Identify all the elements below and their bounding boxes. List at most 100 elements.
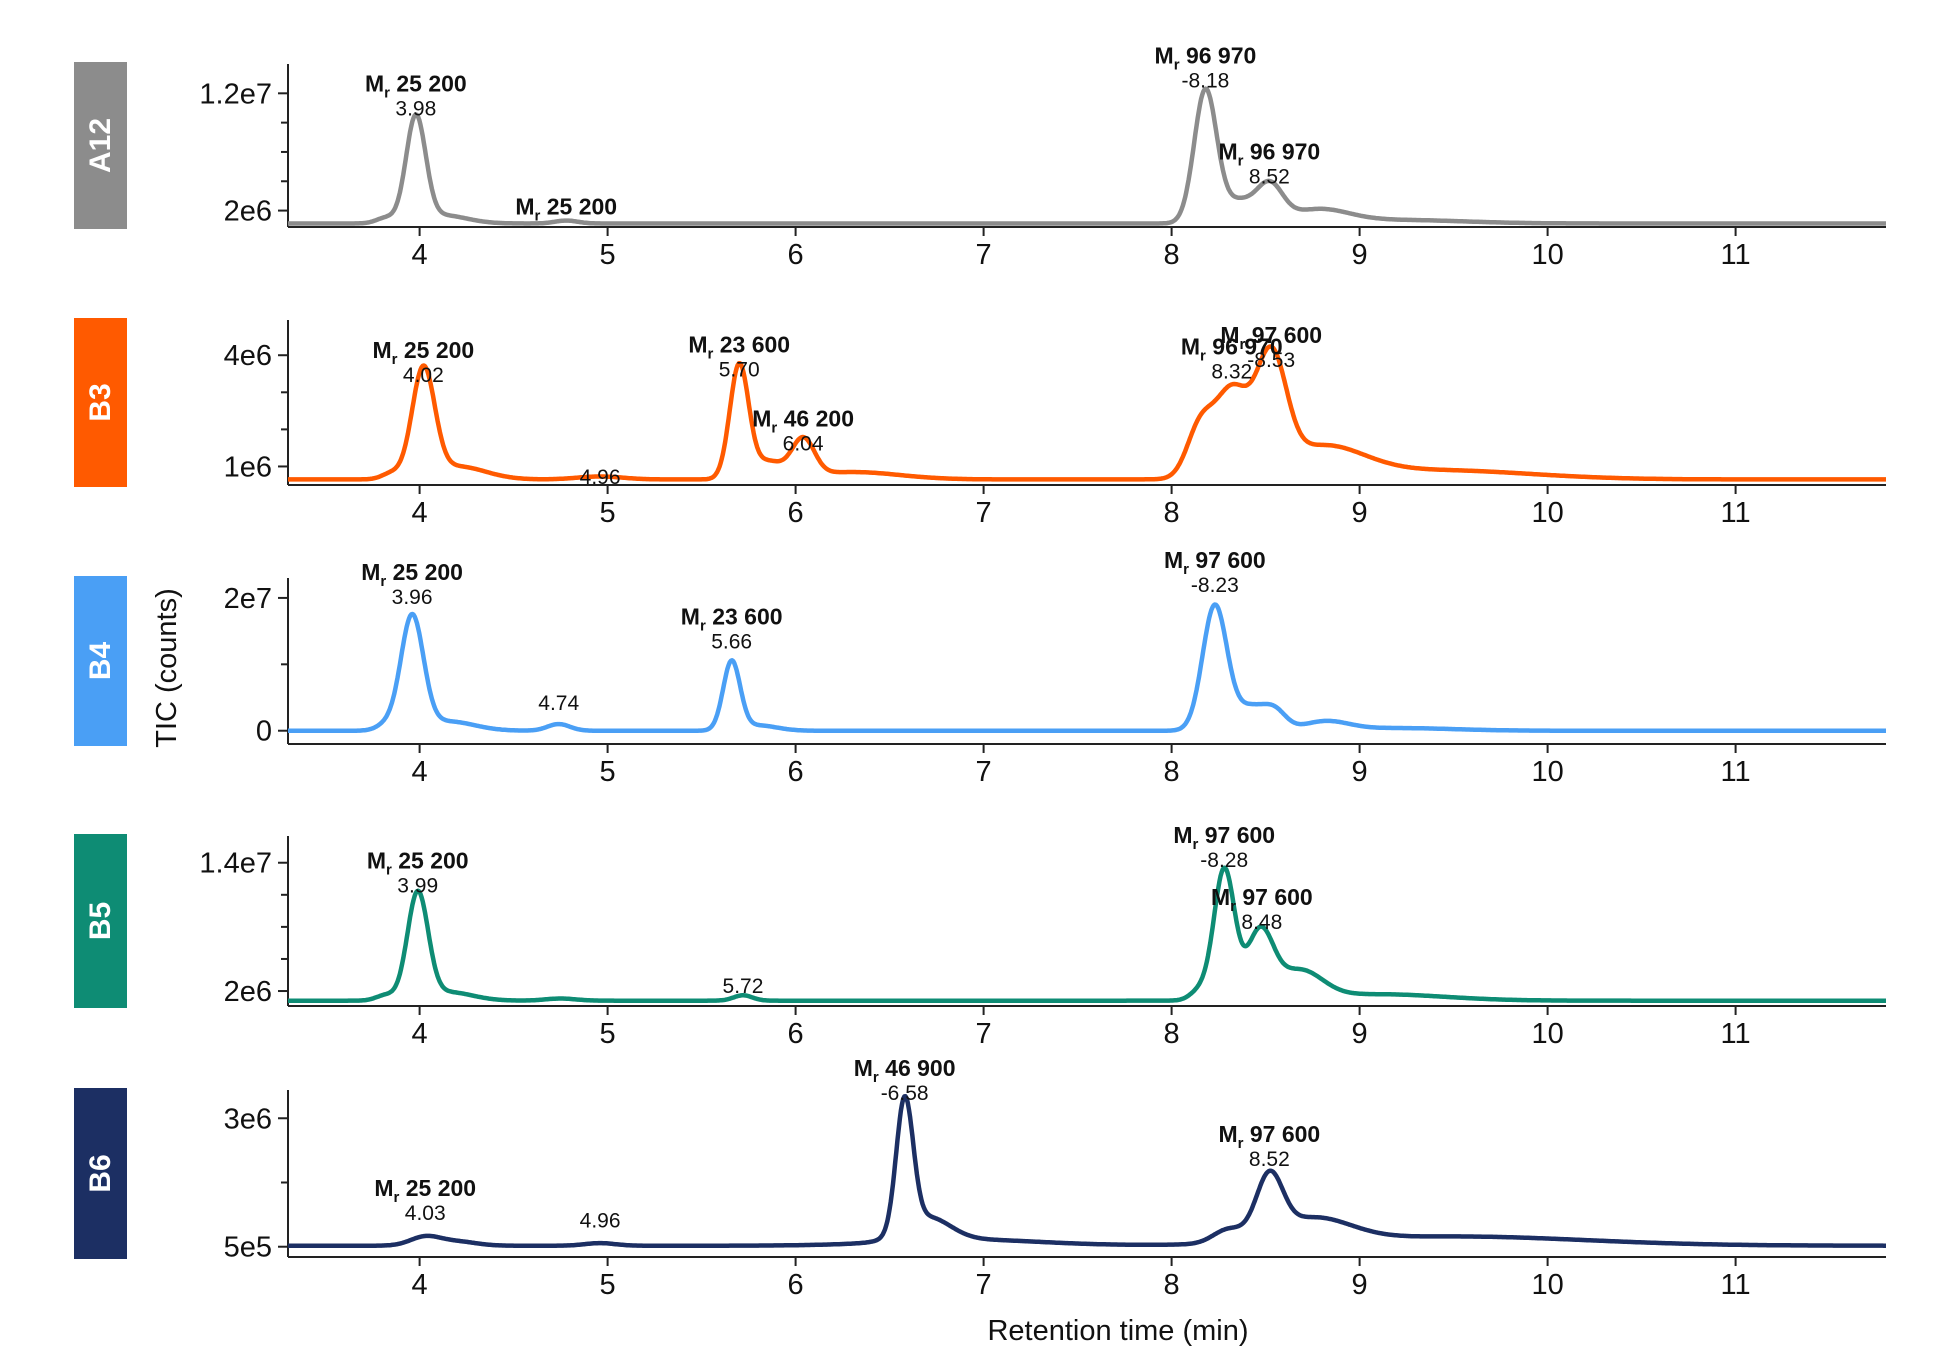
peak-retention-time: 6.04 bbox=[783, 433, 824, 456]
peak-retention-time: 8.52 bbox=[1249, 1148, 1290, 1171]
x-tick-label: 8 bbox=[1164, 1018, 1180, 1050]
x-tick-label: 10 bbox=[1531, 1269, 1563, 1301]
x-tick-label: 4 bbox=[412, 497, 428, 529]
x-tick-label: 10 bbox=[1531, 1018, 1563, 1050]
sample-label-box bbox=[74, 1088, 127, 1259]
peak-retention-time: -8.28 bbox=[1200, 849, 1248, 872]
x-tick-label: 6 bbox=[788, 756, 804, 788]
peak-retention-time: -8.18 bbox=[1182, 70, 1230, 93]
x-tick-label: 6 bbox=[788, 1269, 804, 1301]
peak-mass-label: Mr 25 200 bbox=[367, 848, 469, 879]
peak-retention-time: 4.96 bbox=[580, 1210, 621, 1233]
peak-retention-time: 3.96 bbox=[392, 586, 433, 609]
x-tick-label: 11 bbox=[1721, 1269, 1751, 1301]
peak-retention-time: 5.66 bbox=[711, 630, 752, 653]
x-tick-label: 11 bbox=[1721, 756, 1751, 788]
peak-mass-label: Mr 23 600 bbox=[681, 603, 783, 634]
x-tick-label: 8 bbox=[1164, 1269, 1180, 1301]
sample-label-box bbox=[74, 318, 127, 487]
sample-label: B4 bbox=[84, 642, 117, 681]
x-tick-label: 8 bbox=[1164, 239, 1180, 271]
trace-b5 bbox=[286, 865, 1888, 1003]
peak-mass-label: Mr 25 200 bbox=[361, 559, 463, 590]
peak-mass-label: Mr 25 200 bbox=[372, 337, 474, 368]
trace-b3 bbox=[286, 344, 1888, 482]
sample-label-box bbox=[74, 62, 127, 229]
x-tick-label: 7 bbox=[976, 239, 992, 271]
peak-retention-time: 5.70 bbox=[719, 358, 760, 381]
x-tick-label: 10 bbox=[1531, 497, 1563, 529]
y-tick-label: 3e6 bbox=[224, 1103, 272, 1135]
trace-b6 bbox=[286, 1094, 1888, 1248]
x-tick-label: 9 bbox=[1352, 1018, 1368, 1050]
x-tick-label: 9 bbox=[1352, 756, 1368, 788]
x-tick-label: 9 bbox=[1352, 497, 1368, 529]
peak-annotation: 4.96 bbox=[580, 1210, 621, 1233]
sample-label: A12 bbox=[84, 118, 117, 173]
y-tick-label: 1.2e7 bbox=[199, 78, 272, 110]
x-tick-label: 6 bbox=[788, 497, 804, 529]
x-tick-label: 7 bbox=[976, 1269, 992, 1301]
peak-mass-label: Mr 23 600 bbox=[688, 331, 790, 362]
x-tick-label: 5 bbox=[600, 1018, 616, 1050]
x-axis-title: Retention time (min) bbox=[987, 1315, 1248, 1347]
peak-mass-label: Mr 25 200 bbox=[374, 1175, 476, 1206]
peak-mass-label: Mr 25 200 bbox=[365, 71, 467, 102]
x-tick-label: 11 bbox=[1721, 497, 1751, 529]
x-tick-label: 5 bbox=[600, 1269, 616, 1301]
x-tick-label: 8 bbox=[1164, 756, 1180, 788]
x-tick-label: 9 bbox=[1352, 239, 1368, 271]
x-tick-label: 5 bbox=[600, 239, 616, 271]
x-tick-label: 11 bbox=[1721, 239, 1751, 271]
peak-mass-label: Mr 96 970 bbox=[1155, 43, 1257, 74]
peak-retention-time: 4.03 bbox=[405, 1202, 446, 1225]
peak-retention-time: 4.02 bbox=[403, 364, 444, 387]
sample-label-box bbox=[74, 834, 127, 1008]
peak-retention-time: 8.48 bbox=[1241, 911, 1282, 934]
y-tick-label: 1.4e7 bbox=[199, 848, 272, 880]
x-tick-label: 7 bbox=[976, 1018, 992, 1050]
x-tick-label: 4 bbox=[412, 756, 428, 788]
peak-retention-time: -6.58 bbox=[881, 1082, 929, 1105]
peak-retention-time: 3.99 bbox=[397, 875, 438, 898]
peak-mass-label: Mr 96 970 bbox=[1181, 333, 1283, 364]
x-tick-label: 4 bbox=[412, 1018, 428, 1050]
y-tick-label: 5e5 bbox=[224, 1232, 272, 1264]
sample-label: B5 bbox=[84, 902, 117, 940]
peak-mass-label: Mr 97 600 bbox=[1211, 884, 1313, 915]
x-tick-label: 4 bbox=[412, 1269, 428, 1301]
y-tick-label: 2e6 bbox=[224, 196, 272, 228]
peak-retention-time: 8.52 bbox=[1249, 166, 1290, 189]
y-tick-label: 2e6 bbox=[224, 976, 272, 1008]
peak-mass-label: Mr 97 600 bbox=[1164, 547, 1266, 578]
x-tick-label: 4 bbox=[412, 239, 428, 271]
trace-b4 bbox=[286, 602, 1888, 733]
peak-annotation: 4.74 bbox=[538, 692, 579, 715]
x-tick-label: 5 bbox=[600, 497, 616, 529]
x-tick-label: 11 bbox=[1721, 1018, 1751, 1050]
peak-retention-time: 8.32 bbox=[1211, 360, 1252, 383]
sample-label-box bbox=[74, 576, 127, 746]
peak-mass-label: Mr 46 200 bbox=[752, 406, 854, 437]
x-tick-label: 5 bbox=[600, 756, 616, 788]
x-tick-label: 10 bbox=[1531, 756, 1563, 788]
peak-mass-label: Mr 46 900 bbox=[854, 1055, 956, 1086]
y-tick-label: 4e6 bbox=[224, 340, 272, 372]
